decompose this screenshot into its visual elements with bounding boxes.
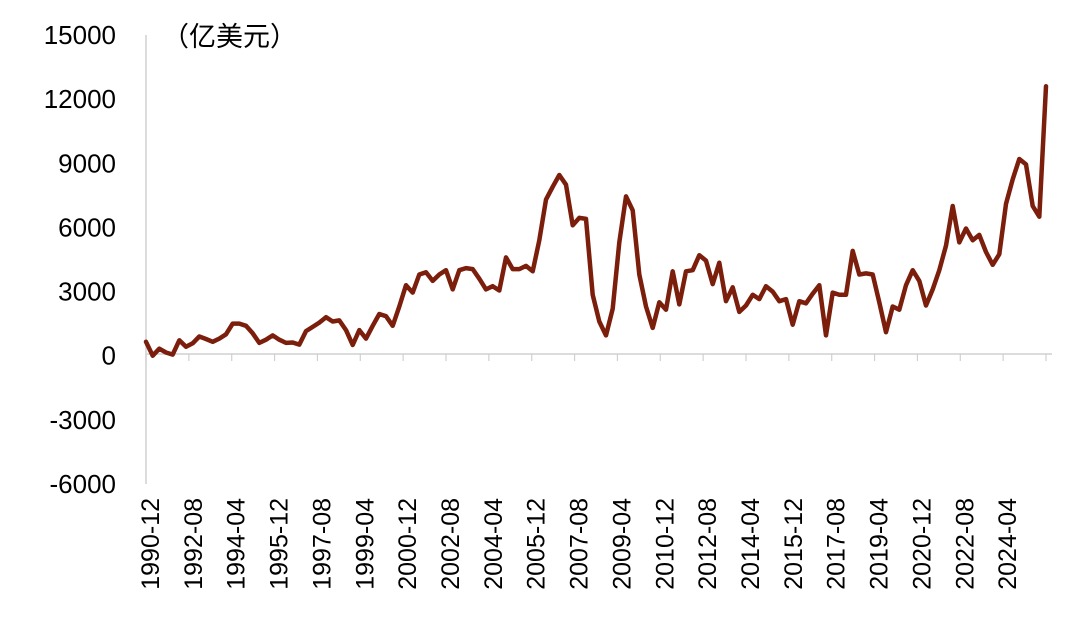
x-tick-label: 2020-12 bbox=[908, 498, 936, 590]
x-tick-label: 2022-08 bbox=[951, 498, 979, 590]
x-tick-label: 1999-04 bbox=[351, 498, 379, 590]
y-axis-tick-labels: 15000 12000 9000 6000 3000 0 -3000 -6000 bbox=[44, 20, 116, 499]
x-tick-label: 2014-04 bbox=[737, 498, 765, 590]
x-tick-label: 2024-04 bbox=[994, 498, 1022, 590]
x-tick-label: 2010-12 bbox=[651, 498, 679, 590]
series-line bbox=[143, 84, 1049, 358]
x-tick-label: 2000-12 bbox=[394, 498, 422, 590]
x-tick-label: 2007-08 bbox=[566, 498, 594, 590]
x-tick-label: 2004-04 bbox=[480, 498, 508, 590]
y-tick-label: -3000 bbox=[50, 405, 117, 435]
y-tick-label: 12000 bbox=[44, 84, 116, 114]
y-tick-label: 0 bbox=[102, 341, 116, 371]
y-tick-label: 6000 bbox=[58, 212, 116, 242]
x-tick-label: 2017-08 bbox=[823, 498, 851, 590]
x-tick-label: 2005-12 bbox=[523, 498, 551, 590]
x-tick-label: 1990-12 bbox=[137, 498, 165, 590]
x-axis-tick-labels: 1990-12 1992-08 1994-04 1995-12 1997-08 1999-… bbox=[137, 498, 1022, 590]
y-tick-label: 15000 bbox=[44, 20, 116, 50]
y-tick-label: 3000 bbox=[58, 277, 116, 307]
y-tick-label: 9000 bbox=[58, 148, 116, 178]
x-tick-label: 2012-08 bbox=[694, 498, 722, 590]
x-tick-label: 1995-12 bbox=[266, 498, 294, 590]
x-tick-label: 2015-12 bbox=[780, 498, 808, 590]
x-tick-label: 2002-08 bbox=[437, 498, 465, 590]
x-tick-label: 1992-08 bbox=[180, 498, 208, 590]
x-axis-tick-marks bbox=[145, 354, 1047, 361]
x-tick-label: 2009-04 bbox=[608, 498, 636, 590]
x-tick-label: 1997-08 bbox=[308, 498, 336, 590]
y-tick-label: -6000 bbox=[50, 469, 117, 499]
unit-label: （亿美元） bbox=[162, 22, 297, 53]
x-tick-label: 1994-04 bbox=[223, 498, 251, 590]
x-tick-label: 2019-04 bbox=[866, 498, 894, 590]
